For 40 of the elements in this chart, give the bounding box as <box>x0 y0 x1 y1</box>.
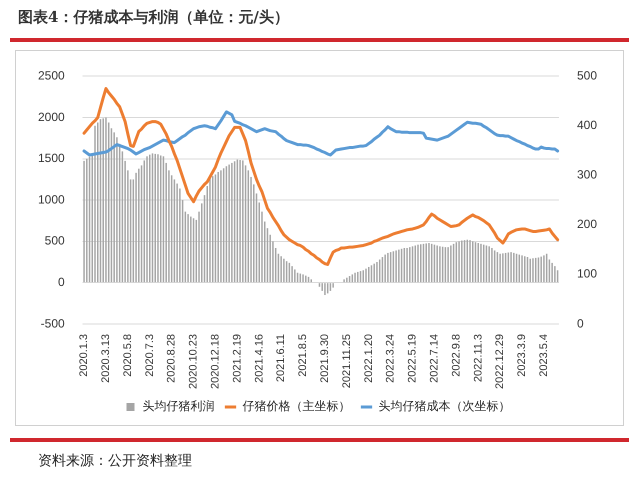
x-tick-label: 2020.1.3 <box>78 334 90 377</box>
x-tick-label: 2021.9.30 <box>318 334 331 383</box>
x-tick-label: 2022.1.20 <box>362 334 375 383</box>
y-tick-label: 0 <box>58 274 66 289</box>
x-tick-label: 2020.8.28 <box>166 334 178 383</box>
legend-label: 头均仔猪利润 <box>142 399 214 414</box>
x-tick-label: 2020.10.23 <box>188 334 200 390</box>
x-tick-label: 2020.12.18 <box>209 334 222 390</box>
x-tick-label: 2020.7.3 <box>144 334 156 377</box>
x-tick-label: 2022.5.19 <box>406 334 419 383</box>
x-tick-label: 2022.11.3 <box>472 334 484 382</box>
x-tick-label: 2021.6.11 <box>275 334 288 382</box>
x-tick-label: 2021.4.16 <box>253 334 266 383</box>
x-tick-label: 2021.11.25 <box>340 334 353 388</box>
y2-tick-label: 0 <box>576 316 584 330</box>
y-tick-label: 1000 <box>38 192 66 206</box>
x-tick-label: 2023.3.9 <box>516 334 528 377</box>
x-tick-label: 2020.5.8 <box>122 334 134 377</box>
chart-title: 图表4：仔猪成本与利润（单位：元/头） <box>18 8 289 27</box>
x-tick-label: 2022.12.29 <box>494 334 506 390</box>
y2-tick-label: 100 <box>576 266 598 281</box>
legend-label: 头均仔猪成本（次坐标） <box>378 399 510 414</box>
x-tick-label: 2023.5.4 <box>538 334 550 377</box>
x-tick-label: 2022.3.24 <box>384 334 397 383</box>
y2-tick-label: 200 <box>576 217 598 232</box>
y2-tick-label: 400 <box>576 118 598 132</box>
y2-tick-label: 300 <box>576 168 598 182</box>
y-tick-label: 2500 <box>38 68 66 83</box>
x-tick-label: 2021.2.19 <box>231 334 244 383</box>
legend-label: 仔猪价格（主坐标） <box>242 399 350 414</box>
x-tick-label: 2022.7.14 <box>428 334 440 383</box>
x-tick-label: 2022.9.8 <box>450 334 462 377</box>
y-tick-label: 1500 <box>38 151 66 166</box>
text: 资料来源：公开资料整理 <box>38 452 192 470</box>
x-tick-label: 2021.8.5 <box>297 334 310 377</box>
y-tick-label: 2000 <box>38 110 66 124</box>
y2-tick-label: 500 <box>576 68 598 83</box>
y-tick-label: 500 <box>44 234 66 248</box>
y-tick-label: -500 <box>40 316 66 330</box>
x-tick-label: 2020.3.13 <box>100 334 112 383</box>
